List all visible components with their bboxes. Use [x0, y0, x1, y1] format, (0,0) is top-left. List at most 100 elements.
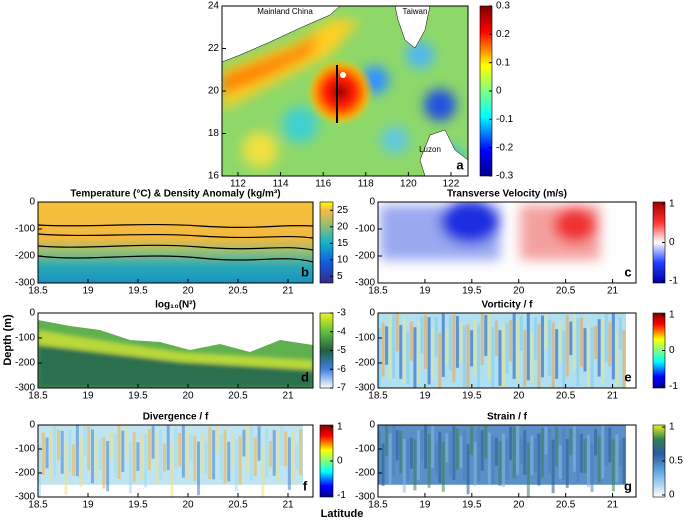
field-stripe — [572, 426, 576, 472]
field-stripe — [79, 436, 83, 488]
x-tick-label: 20 — [513, 391, 525, 402]
plot-frame — [37, 201, 314, 284]
x-tick-label: 19 — [82, 286, 94, 297]
x-tick-label: 112 — [230, 179, 246, 190]
x-tick-label: 20.5 — [228, 391, 248, 402]
field-stripe — [87, 426, 91, 471]
field-stripe — [505, 323, 509, 374]
field — [38, 425, 303, 497]
colorbar-tick-label: -0.3 — [496, 171, 514, 182]
field-stripe — [477, 427, 481, 481]
field-stripe — [544, 426, 548, 455]
plot-frame — [377, 424, 637, 498]
colorbar-tick-label: -4 — [337, 326, 346, 337]
field-stripe — [193, 436, 197, 481]
x-tick-label: 19 — [419, 391, 431, 402]
field-stripe — [72, 444, 76, 476]
x-tick-label: 118 — [358, 179, 374, 190]
colorbar-tick-label: -6 — [337, 364, 346, 375]
field-stripe — [253, 437, 257, 477]
x-tick-label: 18.5 — [368, 391, 388, 402]
field-stripe — [402, 316, 406, 384]
field-stripe — [484, 425, 488, 459]
field-stripe — [494, 437, 498, 466]
x-tick-label: 18.5 — [28, 500, 48, 511]
field-stripe — [60, 430, 64, 474]
field-stripe — [420, 316, 424, 354]
field-stripe — [416, 320, 420, 385]
field-stripe — [106, 441, 110, 492]
y-tick-label: -300 — [15, 492, 35, 503]
colorbar-tick-label: 0 — [337, 456, 343, 467]
y-tick-label: 22 — [208, 43, 220, 54]
field-stripe — [388, 315, 392, 380]
annotation: Luzon — [419, 145, 441, 154]
field-stripe — [544, 314, 548, 349]
field-stripe — [551, 322, 555, 388]
field-blobs — [38, 330, 313, 388]
blob — [242, 132, 278, 168]
field-stripe — [166, 425, 170, 471]
field-stripe — [424, 425, 428, 469]
field-stripe — [155, 433, 159, 486]
field-stripe — [604, 313, 608, 363]
colorbar-tick-label: 0.1 — [496, 57, 510, 68]
y-tick-label: -100 — [355, 224, 375, 235]
field-stripe — [431, 326, 435, 380]
x-tick-label: 21 — [607, 391, 619, 402]
field-stripe — [144, 433, 147, 488]
contours — [38, 223, 313, 263]
field-stripe — [132, 432, 136, 483]
field-stripe — [409, 321, 413, 361]
x-tick-label: 21 — [607, 500, 619, 511]
field-stripe — [434, 317, 438, 357]
field-stripe — [615, 331, 619, 388]
x-tick-label: 19 — [419, 500, 431, 511]
x-tick-label: 20 — [182, 500, 194, 511]
field-stripe — [558, 444, 562, 480]
y-tick-label: -300 — [15, 383, 35, 394]
field-stripe — [505, 438, 509, 480]
blob — [282, 107, 318, 143]
field-stripe — [399, 325, 403, 379]
y-tick-label: 0 — [29, 420, 35, 431]
x-tick-label: 19 — [82, 500, 94, 511]
field-stripe — [583, 328, 587, 372]
blob — [381, 126, 409, 154]
field-stripe — [38, 444, 41, 497]
field-stripe — [491, 327, 495, 388]
field-stripe — [272, 430, 276, 476]
field-stripe — [227, 441, 231, 482]
field-stripe — [49, 430, 53, 482]
panel-label: d — [301, 369, 309, 384]
field-stripe — [555, 426, 559, 467]
field — [38, 202, 313, 283]
field-stripe — [121, 430, 125, 472]
annotation: Taiwan — [403, 7, 428, 16]
field-stripe — [537, 433, 541, 486]
field-stripe — [611, 438, 615, 492]
eddy — [306, 58, 374, 126]
y-tick-label: 18 — [208, 128, 220, 139]
field-stripe — [601, 425, 605, 479]
field-stripe — [597, 319, 601, 377]
field-stripe — [185, 429, 189, 480]
y-tick-label: -300 — [355, 278, 375, 289]
x-tick-label: 18.5 — [368, 500, 388, 511]
marker — [340, 72, 346, 78]
field-stripe — [608, 427, 612, 463]
field-stripe — [381, 323, 385, 377]
field-stripe — [109, 430, 113, 460]
field-stripe — [208, 427, 212, 480]
y-tick-label: 16 — [208, 171, 220, 182]
colorbar-tick-label: 0.5 — [669, 456, 683, 467]
field-stripe — [204, 441, 208, 475]
y-tick-label: 0 — [369, 308, 375, 319]
x-tick-label: 19.5 — [128, 391, 148, 402]
field-stripe — [498, 441, 502, 486]
field-stripe — [147, 429, 151, 470]
colorbar-tick-label: -0.1 — [496, 114, 514, 125]
field-stripe — [438, 431, 442, 484]
field-stripe — [128, 441, 132, 494]
